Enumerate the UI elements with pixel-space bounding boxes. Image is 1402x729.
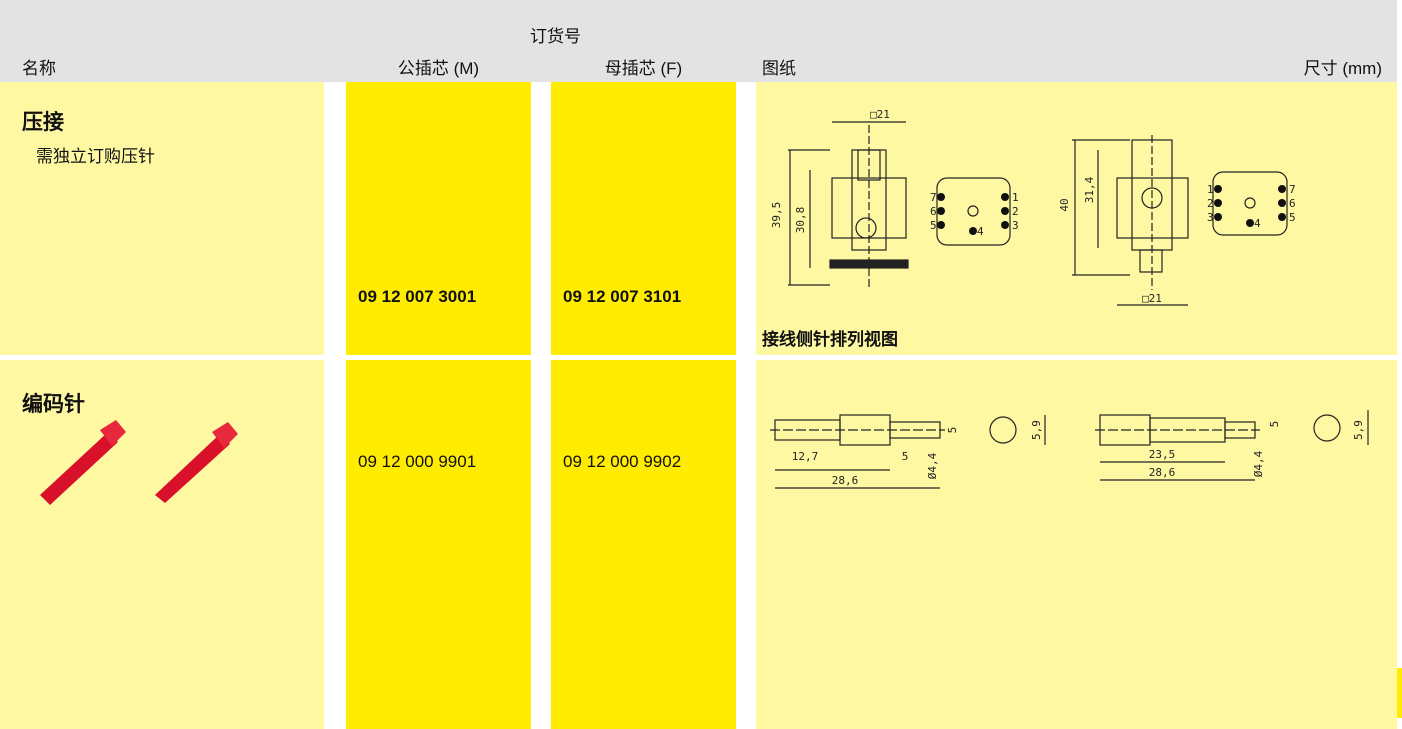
coding-pin-photo — [40, 420, 238, 505]
dim-label: 5 — [1268, 421, 1281, 428]
pin — [1214, 213, 1222, 221]
cell — [346, 360, 531, 729]
row-note: 需独立订购压针 — [36, 147, 155, 166]
dim-label: 12,7 — [792, 450, 819, 463]
male-no: 09 12 007 3001 — [358, 287, 477, 306]
dim-label: Ø4,4 — [926, 452, 939, 479]
pin-label: 7 — [930, 191, 937, 204]
pin-label: 3 — [1012, 219, 1019, 232]
pin-label: 3 — [1207, 211, 1214, 224]
pin-label: 5 — [1289, 211, 1296, 224]
pin — [1001, 193, 1009, 201]
pin — [937, 207, 945, 215]
pin — [1278, 213, 1286, 221]
edge-mark — [1397, 668, 1402, 718]
dim-label: 28,6 — [1149, 466, 1176, 479]
header-order-no: 订货号 — [530, 27, 581, 46]
pe — [1244, 197, 1256, 209]
pin — [1001, 221, 1009, 229]
female-no: 09 12 000 9902 — [563, 452, 682, 471]
header-drawing: 图纸 — [762, 59, 796, 78]
pin — [937, 193, 945, 201]
pin-label: 1 — [1012, 191, 1019, 204]
pin-label: 6 — [930, 205, 937, 218]
female-no: 09 12 007 3101 — [563, 287, 682, 306]
pin-label: 1 — [1207, 183, 1214, 196]
row-name: 编码针 — [22, 393, 85, 416]
header-band — [0, 0, 1397, 82]
cell — [551, 360, 736, 729]
dim-label: 5,9 — [1352, 420, 1365, 440]
dim-label: 39,5 — [770, 202, 783, 229]
dim-label: 5 — [902, 450, 909, 463]
dim-label: 31,4 — [1083, 176, 1096, 203]
cell — [551, 82, 736, 355]
pin — [937, 221, 945, 229]
pin-label: 4 — [977, 225, 984, 238]
pin-label: 2 — [1207, 197, 1214, 210]
pin — [1214, 199, 1222, 207]
pin-label: 2 — [1012, 205, 1019, 218]
dim-label: 28,6 — [832, 474, 859, 487]
dim-label: 5,9 — [1030, 420, 1043, 440]
pin — [969, 227, 977, 235]
pin — [1246, 219, 1254, 227]
male-no: 09 12 000 9901 — [358, 452, 477, 471]
coding-drawings — [770, 410, 1369, 489]
dim-label: 30,8 — [794, 207, 807, 234]
cell — [756, 360, 1397, 729]
pin — [1214, 185, 1222, 193]
pin-label: 6 — [1289, 197, 1296, 210]
pin — [1278, 185, 1286, 193]
pin — [1278, 199, 1286, 207]
header-female: 母插芯 (F) — [604, 59, 683, 78]
dim-label: Ø4,4 — [1252, 450, 1265, 477]
caption: 接线侧针排列视图 — [762, 330, 898, 349]
header-male: 公插芯 (M) — [397, 59, 480, 78]
dim-label: □21 — [870, 108, 890, 121]
dim-label: □21 — [1142, 292, 1162, 305]
cell — [0, 82, 324, 355]
crimp-drawing-female — [1072, 135, 1288, 306]
pin-label: 7 — [1289, 183, 1296, 196]
pin-label: 5 — [930, 219, 937, 232]
cell — [0, 360, 324, 729]
header-dims: 尺寸 (mm) — [1303, 59, 1382, 78]
dim-label: 40 — [1058, 198, 1071, 211]
pin — [1001, 207, 1009, 215]
header-name: 名称 — [22, 59, 56, 78]
pe — [967, 205, 979, 217]
pin-label: 4 — [1254, 217, 1261, 230]
dim-label: 23,5 — [1149, 448, 1176, 461]
row-name: 压接 — [22, 111, 64, 134]
crimp-drawing-male — [788, 121, 1011, 290]
cell — [346, 82, 531, 355]
dim-label: 5 — [946, 427, 959, 434]
